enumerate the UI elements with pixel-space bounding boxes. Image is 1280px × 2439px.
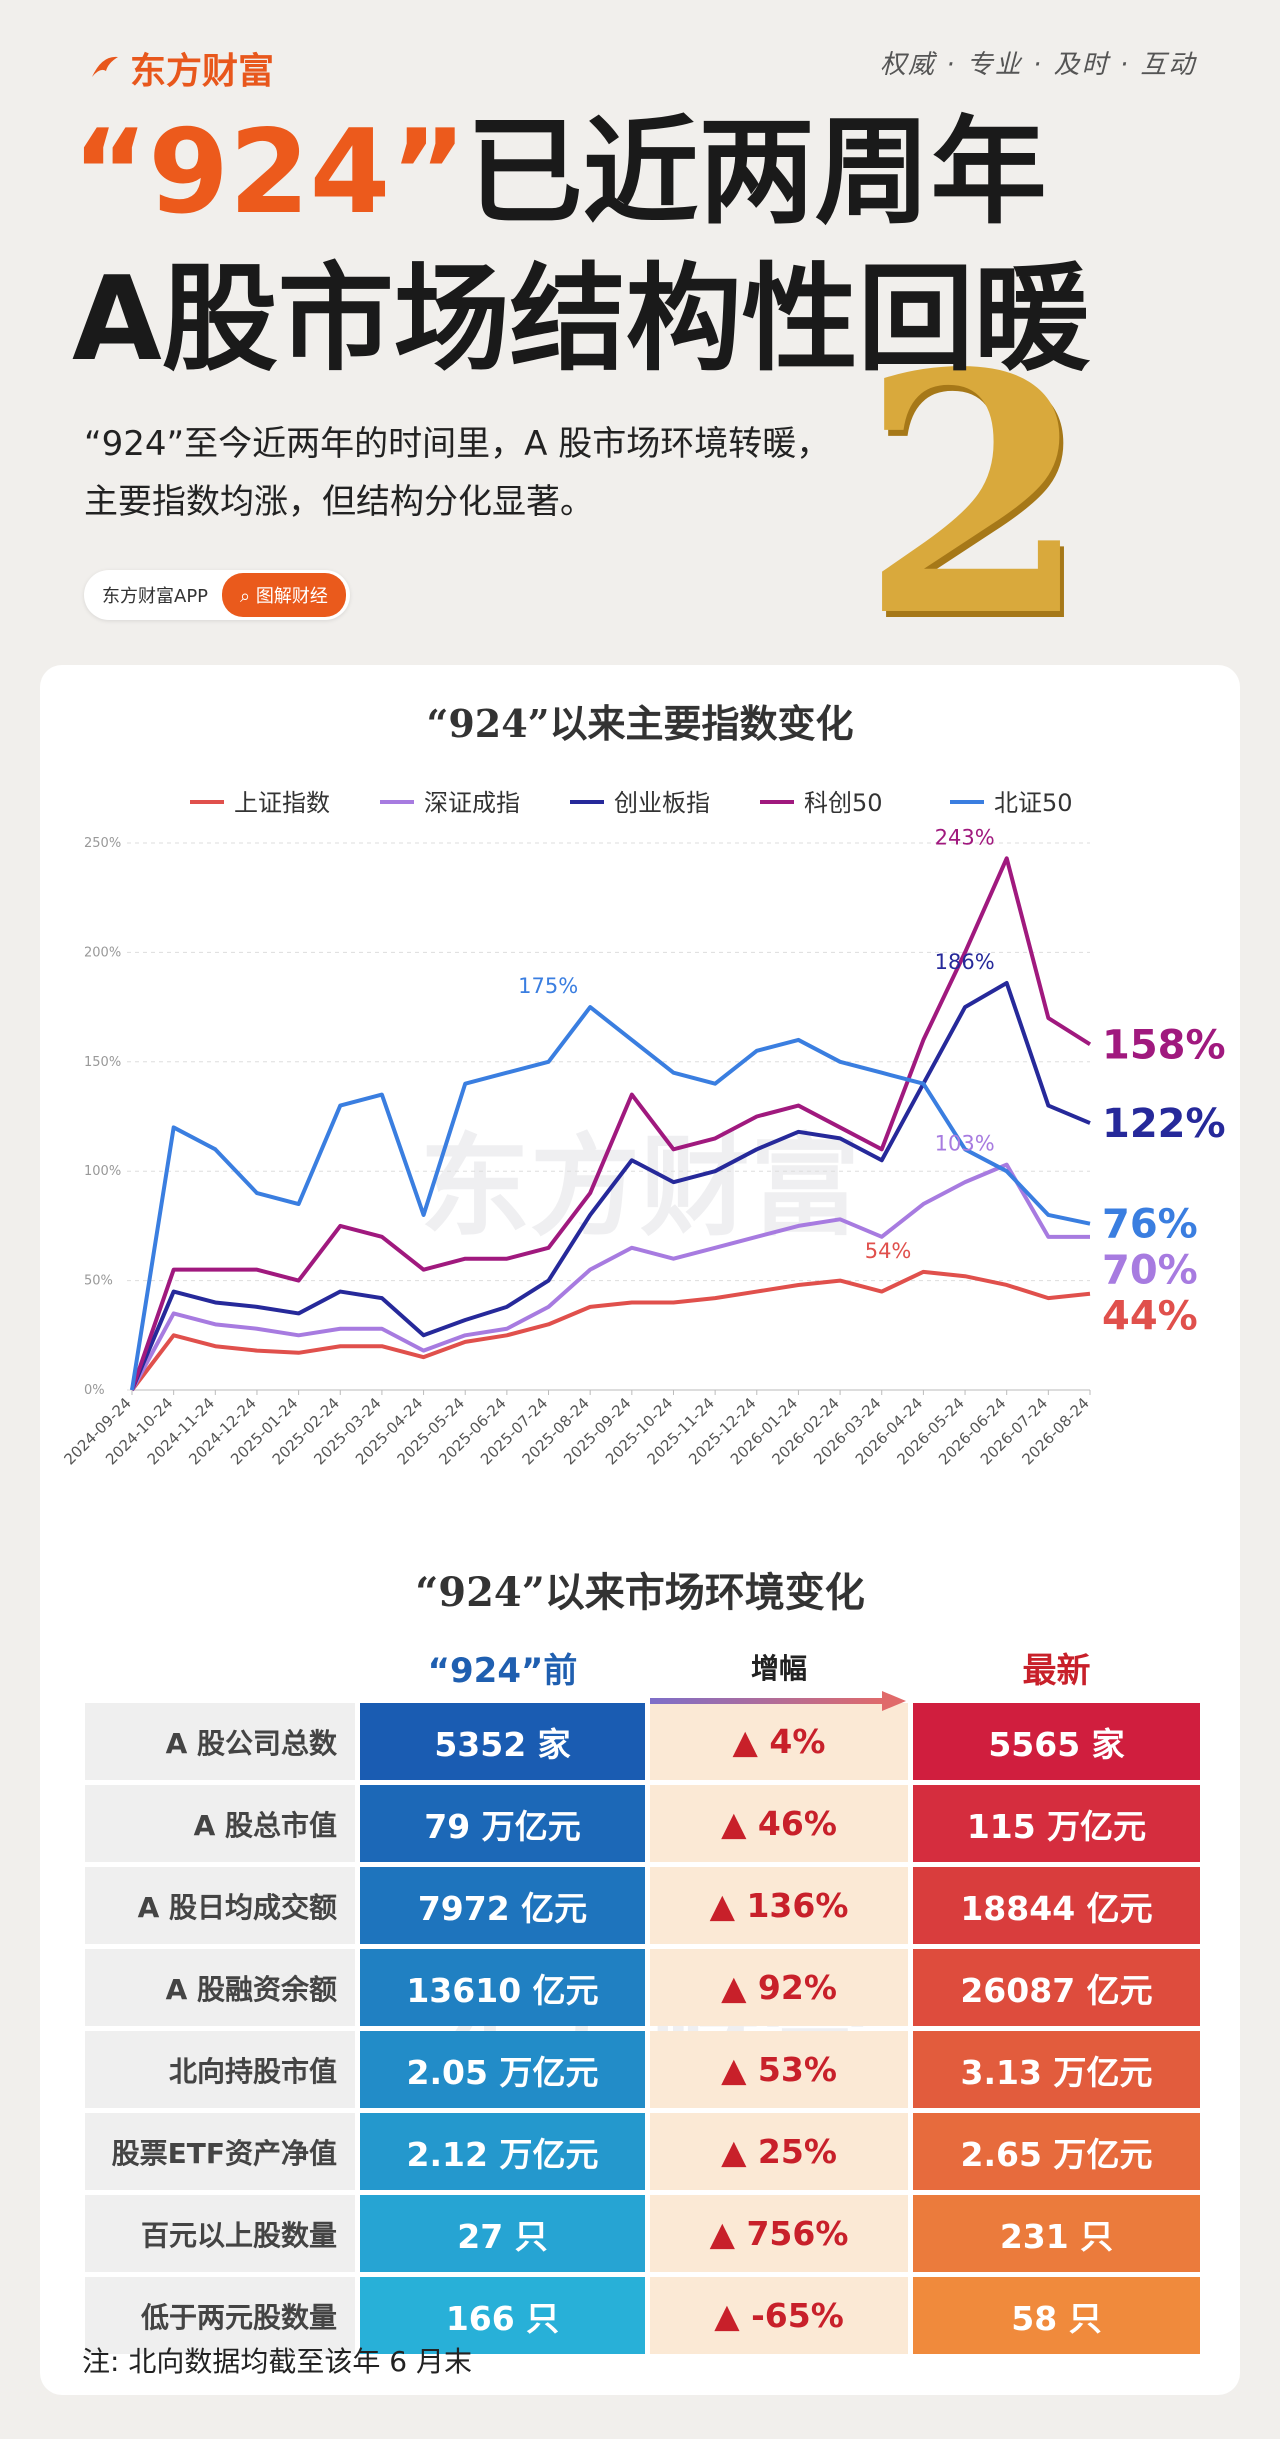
table-cell: 2.12 万亿元 xyxy=(360,2113,645,2190)
table-cell: 2.65 万亿元 xyxy=(913,2113,1200,2190)
table-cell: 股票ETF资产净值 xyxy=(85,2113,355,2190)
table-cell: 231 只 xyxy=(913,2195,1200,2272)
table-cell: 3.13 万亿元 xyxy=(913,2031,1200,2108)
button[interactable]: ⌕ 图解财经 xyxy=(222,573,346,617)
table-cell: 115 万亿元 xyxy=(913,1785,1200,1862)
table-cell: ▲ -65% xyxy=(650,2277,908,2354)
series-line xyxy=(130,981,1091,1391)
header-cell: 最新 xyxy=(1022,1650,1091,1691)
big-number: 2 xyxy=(860,301,1090,689)
table-cell: 低于两元股数量 xyxy=(85,2277,355,2354)
title-highlight: “924” xyxy=(72,105,467,240)
table-cell: A 股日均成交额 xyxy=(85,1867,355,1944)
legend-label: 科创50 xyxy=(804,789,883,817)
y-tick-label: 100% xyxy=(84,1164,121,1179)
arrow xyxy=(650,1691,906,1711)
header-row: “924”前 增幅 最新 xyxy=(85,1636,1195,1711)
y-tick-label: 150% xyxy=(84,1055,121,1070)
chart-title: “924”以来主要指数变化 xyxy=(426,701,853,746)
table-cell: 18844 亿元 xyxy=(913,1867,1200,1944)
table-cell: ▲ 92% xyxy=(650,1949,908,2026)
table-cell: 58 只 xyxy=(913,2277,1200,2354)
title-rest: 已近两周年 xyxy=(466,105,1047,240)
table-row: A 股日均成交额 7972 亿元 ▲ 136% 18844 亿元 xyxy=(85,1867,1200,1944)
subtitle: “924”至今近两年的时间里，A 股市场环境转暖，主要指数均涨，但结构分化显著。 xyxy=(84,424,831,522)
table-cell: A 股公司总数 xyxy=(85,1703,355,1780)
annotation: 175% xyxy=(518,974,578,998)
header-cell: 增幅 xyxy=(650,1647,908,1711)
table-row: A 股公司总数 5352 家 ▲ 4% 5565 家 xyxy=(85,1703,1200,1780)
app-label: 东方财富APP xyxy=(102,586,209,607)
annotation: 243% xyxy=(935,825,995,849)
table-row: A 股总市值 79 万亿元 ▲ 46% 115 万亿元 xyxy=(85,1785,1200,1862)
legend-label: 深证成指 xyxy=(424,789,520,817)
table-cell: ▲ 53% xyxy=(650,2031,908,2108)
table-cell: 26087 亿元 xyxy=(913,1949,1200,2026)
table-cell: 166 只 xyxy=(360,2277,645,2354)
end-label: 76% xyxy=(1102,1202,1198,1248)
note: 注: 北向数据均截至该年 6 月末 xyxy=(82,2345,472,2378)
table-cell: 13610 亿元 xyxy=(360,1949,645,2026)
table-title: “924”以来市场环境变化 xyxy=(415,1569,865,1616)
annotation: 54% xyxy=(865,1239,912,1263)
table-cell: 5352 家 xyxy=(360,1703,645,1780)
watermark: 东方财富 xyxy=(420,1123,860,1251)
end-label: 44% xyxy=(1102,1294,1198,1340)
table-cell: 7972 亿元 xyxy=(360,1867,645,1944)
table-cell: 百元以上股数量 xyxy=(85,2195,355,2272)
brand-icon xyxy=(92,56,118,77)
series-line xyxy=(130,1005,1091,1391)
end-label: 70% xyxy=(1102,1248,1198,1294)
table-cell: ▲ 4% xyxy=(650,1703,908,1780)
header-label: 增幅 xyxy=(750,1652,807,1685)
table-cell: 5565 家 xyxy=(913,1703,1200,1780)
header-cell: “924”前 xyxy=(427,1650,578,1691)
table-cell: A 股融资余额 xyxy=(85,1949,355,2026)
y-tick-label: 200% xyxy=(84,945,121,960)
legend-label: 北证50 xyxy=(994,789,1073,817)
app-pill: 东方财富APP ⌕ 图解财经 xyxy=(84,570,350,620)
table-cell: 北向持股市值 xyxy=(85,2031,355,2108)
title-line1: “924”已近两周年 xyxy=(72,115,1047,231)
brand-name: 东方财富 xyxy=(130,51,275,92)
series-line xyxy=(130,1269,1091,1392)
series-line xyxy=(130,856,1092,1391)
y-tick-label: 0% xyxy=(84,1383,105,1398)
table-row: 北向持股市值 2.05 万亿元 ▲ 53% 3.13 万亿元 xyxy=(85,2031,1200,2108)
table-cell: 79 万亿元 xyxy=(360,1785,645,1862)
legend-label: 上证指数 xyxy=(234,789,330,817)
table-cell: ▲ 136% xyxy=(650,1867,908,1944)
table-cell: A 股总市值 xyxy=(85,1785,355,1862)
table-cell: ▲ 46% xyxy=(650,1785,908,1862)
table-row: 百元以上股数量 27 只 ▲ 756% 231 只 xyxy=(85,2195,1200,2272)
table-row: 低于两元股数量 166 只 ▲ -65% 58 只 xyxy=(85,2277,1200,2354)
annotation: 103% xyxy=(935,1132,995,1156)
end-label: 122% xyxy=(1102,1101,1226,1147)
table: “924”以来市场环境变化 “924”前 增幅 最新 A 股公司总数 5352 家… xyxy=(85,1560,1200,2354)
y-tick-label: 50% xyxy=(84,1274,113,1289)
series-line xyxy=(130,1162,1090,1391)
legend-label: 创业板指 xyxy=(614,789,710,817)
annotation: 186% xyxy=(935,950,995,974)
button-label[interactable]: 图解财经 xyxy=(255,586,328,607)
table-cell: 27 只 xyxy=(360,2195,645,2272)
title-line2: A股市场结构性回暖 xyxy=(72,252,1090,387)
table-cell: ▲ 756% xyxy=(650,2195,908,2272)
table-row: A 股融资余额 13610 亿元 ▲ 92% 26087 亿元 xyxy=(85,1949,1200,2026)
y-tick-label: 250% xyxy=(84,836,121,851)
table-cell: ▲ 25% xyxy=(650,2113,908,2190)
end-label: 158% xyxy=(1102,1022,1226,1068)
table-cell: 2.05 万亿元 xyxy=(360,2031,645,2108)
table-row: 股票ETF资产净值 2.12 万亿元 ▲ 25% 2.65 万亿元 xyxy=(85,2113,1200,2190)
slogan: 权威 · 专业 · 及时 · 互动 xyxy=(880,50,1197,80)
brand: 东方财富 xyxy=(88,42,274,94)
